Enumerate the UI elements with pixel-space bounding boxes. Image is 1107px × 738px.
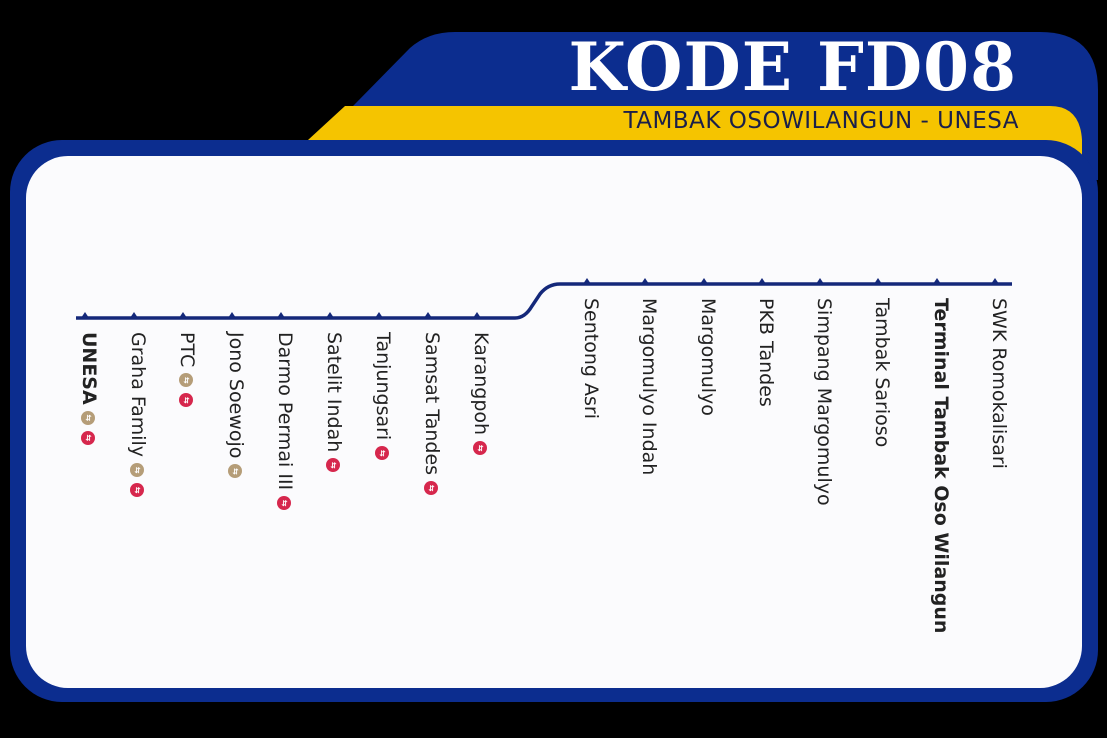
- stop-marker: [277, 312, 285, 318]
- transfer-gold-icon: ⇆: [179, 373, 194, 388]
- transfer-red-icon: ⇆: [424, 481, 439, 496]
- stop-item: PKB Tandes: [755, 298, 777, 407]
- stop-item: Satelit Indah ⇆: [323, 332, 345, 473]
- stop-item: Simpang Margomulyo: [813, 298, 835, 506]
- stop-item: SWK Romokalisari: [988, 298, 1010, 469]
- stop-item: Tanjungsari ⇆: [372, 332, 394, 461]
- stop-item: Margomulyo: [697, 298, 719, 416]
- transfer-gold-icon: ⇆: [228, 464, 243, 479]
- transfer-red-icon: ⇆: [130, 483, 145, 498]
- stop-marker: [583, 278, 591, 284]
- stop-item: UNESA ⇆ ⇆: [78, 332, 100, 445]
- stop-name: SWK Romokalisari: [988, 298, 1010, 469]
- stop-name: Karangpoh: [470, 332, 492, 436]
- route-line: [76, 282, 1012, 320]
- transfer-gold-icon: ⇆: [130, 463, 145, 478]
- stop-marker: [816, 278, 824, 284]
- stop-name: PKB Tandes: [755, 298, 777, 407]
- stop-name: Graha Family: [127, 332, 149, 458]
- stop-name: Simpang Margomulyo: [813, 298, 835, 506]
- route-code-title: KODE FD08: [568, 28, 1017, 106]
- stop-name: Tanjungsari: [372, 332, 394, 441]
- stop-item: Sentong Asri: [580, 298, 602, 419]
- stop-markers: [81, 278, 999, 318]
- stop-item: Graha Family ⇆ ⇆: [127, 332, 149, 498]
- stop-item: PTC ⇆ ⇆: [176, 332, 198, 408]
- stop-marker: [874, 278, 882, 284]
- stop-name: PTC: [176, 332, 198, 368]
- transfer-red-icon: ⇆: [277, 496, 292, 511]
- stop-marker: [81, 312, 89, 318]
- stop-item: Darmo Permai III ⇆: [274, 332, 296, 511]
- transfer-red-icon: ⇆: [81, 430, 96, 445]
- stop-marker: [228, 312, 236, 318]
- stop-marker: [375, 312, 383, 318]
- stop-name: Terminal Tambak Oso Wilangun: [930, 298, 952, 634]
- transfer-red-icon: ⇆: [473, 441, 488, 456]
- stop-marker: [700, 278, 708, 284]
- stop-item: Karangpoh ⇆: [470, 332, 492, 456]
- stop-name: Darmo Permai III: [274, 332, 296, 491]
- transfer-gold-icon: ⇆: [81, 410, 96, 425]
- stop-item: Tambak Sarioso: [871, 298, 893, 448]
- route-name: TAMBAK OSOWILANGUN - UNESA: [623, 108, 1019, 134]
- stop-name: Samsat Tandes: [421, 332, 443, 476]
- transfer-red-icon: ⇆: [326, 458, 341, 473]
- stop-name: Margomulyo: [697, 298, 719, 416]
- stop-name: UNESA: [78, 332, 100, 405]
- stop-marker: [424, 312, 432, 318]
- stop-name: Sentong Asri: [580, 298, 602, 419]
- stop-marker: [179, 312, 187, 318]
- stop-marker: [473, 312, 481, 318]
- stop-marker: [991, 278, 999, 284]
- stop-marker: [758, 278, 766, 284]
- stop-item: Samsat Tandes ⇆: [421, 332, 443, 496]
- stop-item: Jono Soewojo ⇆: [225, 332, 247, 479]
- transfer-red-icon: ⇆: [179, 393, 194, 408]
- stop-marker: [130, 312, 138, 318]
- stop-marker: [641, 278, 649, 284]
- stop-item: Terminal Tambak Oso Wilangun: [930, 298, 952, 634]
- stop-name: Margomulyo Indah: [638, 298, 660, 476]
- map-panel: [26, 156, 1082, 688]
- stop-marker: [933, 278, 941, 284]
- stop-marker: [326, 312, 334, 318]
- stop-item: Margomulyo Indah: [638, 298, 660, 476]
- stop-name: Jono Soewojo: [225, 332, 247, 459]
- stop-name: Tambak Sarioso: [871, 298, 893, 448]
- stop-name: Satelit Indah: [323, 332, 345, 453]
- transfer-red-icon: ⇆: [375, 446, 390, 461]
